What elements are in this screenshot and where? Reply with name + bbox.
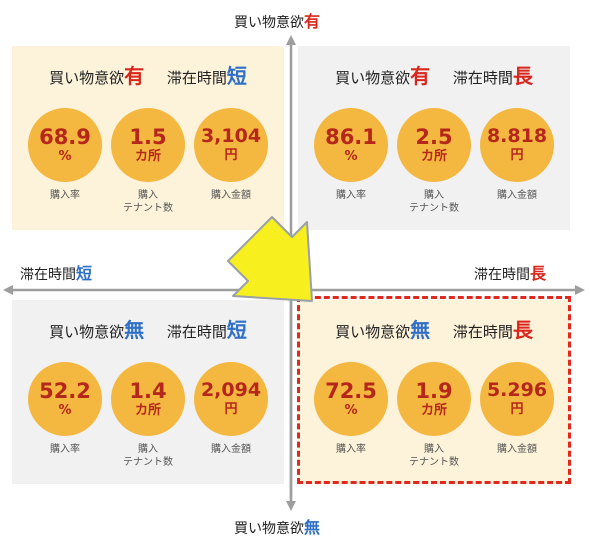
desire-label: 買い物意欲 <box>335 69 411 87</box>
caption-purchase-rate: 購入率 <box>50 190 80 201</box>
purchase-rate-circle: 86.1% <box>314 108 388 182</box>
tenant-count-unit: カ所 <box>134 149 161 165</box>
purchase-rate-value: 52.2 <box>39 379 91 404</box>
time-emph: 短 <box>226 64 247 88</box>
purchase-rate-unit: % <box>58 149 72 165</box>
desire-emph: 有 <box>410 64 431 88</box>
caption-purchase-amount: 購入金額 <box>497 444 537 455</box>
caption-tenant-count: 購入 テナント数 <box>103 190 193 215</box>
time-label: 滞在時間 <box>166 69 227 87</box>
caption-purchase-rate: 購入率 <box>336 190 366 201</box>
purchase-amount-value: 8.818 <box>486 125 548 148</box>
quadrant-desire-yes-short-stay: 買い物意欲有 滞在時間短 68.9% 1.5 カ所 3,104 円 購入率 購入 テナ… <box>12 46 284 230</box>
caption-purchase-amount: 購入金額 <box>211 190 251 201</box>
tenant-count-unit: カ所 <box>420 403 447 419</box>
axis-top-emph: 有 <box>304 12 321 31</box>
caption-tenant-count: 購入 テナント数 <box>389 444 479 469</box>
diagonal-arrow-icon <box>227 216 313 302</box>
caption-purchase-rate: 購入率 <box>50 444 80 455</box>
caption-purchase-amount: 購入金額 <box>497 190 537 201</box>
desire-emph: 無 <box>124 318 145 342</box>
time-label: 滞在時間 <box>166 323 227 341</box>
axis-right-emph: 長 <box>530 264 547 283</box>
tenant-count-circle: 1.4 カ所 <box>111 362 185 436</box>
caption-tenant-count: 購入 テナント数 <box>389 190 479 215</box>
highlight-dashed-frame <box>297 296 571 484</box>
quadrant-heading: 買い物意欲有 滞在時間長 <box>298 60 570 89</box>
axis-label-left: 滞在時間短 <box>20 260 92 284</box>
caption-tenant-line2: テナント数 <box>123 456 173 468</box>
desire-label: 買い物意欲 <box>335 323 411 341</box>
axis-bottom-emph: 無 <box>304 518 321 537</box>
quadrant-desire-no-long-stay: 買い物意欲無 滞在時間長 72.5% 1.9 カ所 5.296 円 購入率 購入 テナ… <box>298 300 570 484</box>
purchase-amount-value: 2,094 <box>200 379 262 402</box>
desire-label: 買い物意欲 <box>49 69 125 87</box>
purchase-amount-value: 3,104 <box>200 125 262 148</box>
caption-tenant-count: 購入 テナント数 <box>103 444 193 469</box>
axis-bottom-prefix: 買い物意欲 <box>234 521 304 537</box>
caption-tenant-line2: テナント数 <box>409 202 459 214</box>
quadrant-heading: 買い物意欲無 滞在時間長 <box>298 314 570 343</box>
time-emph: 短 <box>226 318 247 342</box>
caption-tenant-line1: 購入 <box>138 190 158 201</box>
caption-tenant-line2: テナント数 <box>409 456 459 468</box>
purchase-amount-unit: 円 <box>510 148 524 164</box>
axis-right-prefix: 滞在時間 <box>474 267 530 283</box>
time-emph: 長 <box>512 64 533 88</box>
tenant-count-circle: 1.9 カ所 <box>397 362 471 436</box>
caption-tenant-line1: 購入 <box>138 444 158 455</box>
purchase-amount-circle: 5.296 円 <box>480 362 554 436</box>
purchase-rate-value: 68.9 <box>39 125 91 150</box>
tenant-count-unit: カ所 <box>420 149 447 165</box>
tenant-count-value: 1.9 <box>415 379 453 404</box>
purchase-rate-value: 72.5 <box>325 379 377 404</box>
axis-left-emph: 短 <box>76 264 93 283</box>
time-label: 滞在時間 <box>452 323 513 341</box>
caption-purchase-rate: 購入率 <box>336 444 366 455</box>
tenant-count-value: 1.5 <box>129 125 167 150</box>
purchase-rate-circle: 68.9% <box>28 108 102 182</box>
axis-label-right: 滞在時間長 <box>474 260 546 284</box>
axis-label-bottom: 買い物意欲無 <box>234 514 320 538</box>
quadrant-heading: 買い物意欲無 滞在時間短 <box>12 314 284 343</box>
desire-emph: 無 <box>410 318 431 342</box>
time-emph: 長 <box>512 318 533 342</box>
purchase-rate-unit: % <box>58 403 72 419</box>
desire-label: 買い物意欲 <box>49 323 125 341</box>
purchase-amount-circle: 8.818 円 <box>480 108 554 182</box>
quadrant-desire-yes-long-stay: 買い物意欲有 滞在時間長 86.1% 2.5 カ所 8.818 円 購入率 購入 テナ… <box>298 46 570 230</box>
purchase-rate-unit: % <box>344 403 358 419</box>
caption-tenant-line1: 購入 <box>424 444 444 455</box>
caption-tenant-line2: テナント数 <box>123 202 173 214</box>
axis-left-prefix: 滞在時間 <box>20 267 76 283</box>
time-label: 滞在時間 <box>452 69 513 87</box>
axis-top-prefix: 買い物意欲 <box>234 15 304 31</box>
purchase-amount-unit: 円 <box>224 148 238 164</box>
purchase-amount-unit: 円 <box>224 402 238 418</box>
purchase-amount-circle: 3,104 円 <box>194 108 268 182</box>
tenant-count-circle: 1.5 カ所 <box>111 108 185 182</box>
tenant-count-value: 2.5 <box>415 125 453 150</box>
purchase-amount-circle: 2,094 円 <box>194 362 268 436</box>
purchase-rate-circle: 72.5% <box>314 362 388 436</box>
quadrant-heading: 買い物意欲有 滞在時間短 <box>12 60 284 89</box>
tenant-count-unit: カ所 <box>134 403 161 419</box>
purchase-rate-value: 86.1 <box>325 125 377 150</box>
quadrant-desire-no-short-stay: 買い物意欲無 滞在時間短 52.2% 1.4 カ所 2,094 円 購入率 購入 テナ… <box>12 300 284 484</box>
caption-tenant-line1: 購入 <box>424 190 444 201</box>
desire-emph: 有 <box>124 64 145 88</box>
purchase-rate-circle: 52.2% <box>28 362 102 436</box>
purchase-amount-value: 5.296 <box>486 379 548 402</box>
tenant-count-circle: 2.5 カ所 <box>397 108 471 182</box>
purchase-amount-unit: 円 <box>510 402 524 418</box>
axis-label-top: 買い物意欲有 <box>234 8 320 32</box>
caption-purchase-amount: 購入金額 <box>211 444 251 455</box>
tenant-count-value: 1.4 <box>129 379 167 404</box>
purchase-rate-unit: % <box>344 149 358 165</box>
